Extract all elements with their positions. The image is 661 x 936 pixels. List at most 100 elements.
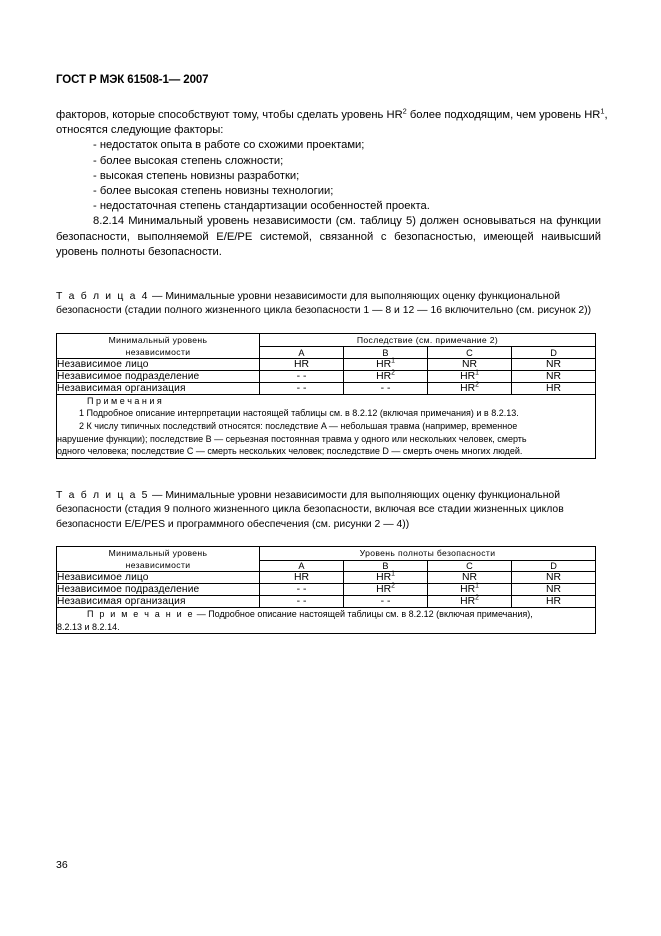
table4-row2-cell0: - - xyxy=(259,381,344,395)
table4-note-1: 1 Подробное описание интерпретации насто… xyxy=(79,408,519,419)
table5-row0-cell0: HR xyxy=(259,571,344,585)
cell-text: HR xyxy=(293,358,309,370)
table-row: Независимое лицо HR HR1 NR NR xyxy=(56,357,597,371)
cell-text: NR xyxy=(546,572,562,584)
table4-header-independence: Минимальный уровень независимости xyxy=(56,332,260,359)
table5-row2-cell0: - - xyxy=(259,595,344,609)
table5-note-line2: 8.2.13 и 8.2.14. xyxy=(57,621,120,632)
clause-8-2-14-text: 8.2.14 Минимальный уровень независимости… xyxy=(56,215,601,258)
cell-sup: 1 xyxy=(475,582,479,590)
table5-row1-cell2: HR1 xyxy=(427,582,512,597)
table4-caption: Т а б л и ц а 4 — Минимальные уровни нез… xyxy=(56,290,601,319)
table4-row1-cell2: HR1 xyxy=(427,369,512,383)
paragraph-factors-line2: относятся следующие факторы: xyxy=(56,124,224,137)
table5-note: П р и м е ч а н и е — Подробное описание… xyxy=(55,607,597,635)
table5-row1-cell3: NR xyxy=(510,583,597,597)
cell-text: NR xyxy=(546,358,562,370)
table4-row0-cell3: NR xyxy=(510,357,597,371)
table4-row2-cell2: HR2 xyxy=(427,381,512,395)
table5-row2-cell3: HR xyxy=(510,595,597,609)
paragraph-factors-text-b: более подходящим, чем уровень HR xyxy=(406,109,601,121)
table-row-header-letters: A B C D xyxy=(57,559,597,573)
table4-row0-cell2: NR xyxy=(427,357,512,371)
cell-text: - - xyxy=(380,596,391,608)
cell-text: HR xyxy=(460,596,476,608)
table4-notes-title: П р и м е ч а н и я xyxy=(87,395,162,406)
table5-col-d: D xyxy=(510,559,597,573)
table5-header-sil: Уровень полноты безопасности xyxy=(258,546,597,561)
cell-text: HR xyxy=(376,584,392,596)
table-row-header-letters: A B C D xyxy=(57,346,597,359)
table5-col-b: B xyxy=(343,559,428,573)
table4-note-2-line3: одного человека; последствие C — смерть … xyxy=(57,446,523,457)
table5-header-independence-l2: независимости xyxy=(125,560,191,571)
table5-caption-line3: и программного обеспечения (см. рисунки … xyxy=(167,518,410,530)
table-row: Независимое подразделение - - HR2 HR1 NR xyxy=(56,369,597,383)
table4-row2-cell3: HR xyxy=(510,381,597,395)
table4-row2-cell1: - - xyxy=(343,381,428,395)
table5-col-c: C xyxy=(427,559,512,573)
page-content: ГОСТ Р МЭК 61508-1— 2007 факторов, котор… xyxy=(55,74,608,635)
table-row: Независимое подразделение - - HR2 HR1 NR xyxy=(56,582,597,597)
running-header: ГОСТ Р МЭК 61508-1— 2007 xyxy=(56,74,209,86)
table4-header-independence-l2: независимости xyxy=(125,346,191,357)
cell-sup: 2 xyxy=(391,369,395,377)
list-item: - более высокая степень новизны технолог… xyxy=(93,185,334,198)
table4-caption-line1: — Минимальные уровни независимости для в… xyxy=(56,291,561,317)
paragraph-factors-text-c: , xyxy=(604,109,608,121)
paragraph-factors-text-a: факторов, которые способствуют тому, что… xyxy=(56,109,403,121)
table-row-header-group: Минимальный уровень независимости Послед… xyxy=(56,332,597,359)
cell-text: HR xyxy=(460,584,476,596)
table5-caption-line2: (стадия 9 полного жизненного цикла безоп… xyxy=(56,504,564,530)
cell-sup: 1 xyxy=(391,570,395,578)
hr-superscript-1: 1 xyxy=(600,106,605,116)
cell-text: HR xyxy=(293,572,309,584)
list-item: - высокая степень новизны разработки; xyxy=(93,169,300,182)
table-row-header-group: Минимальный уровень независимости Уровен… xyxy=(56,546,597,573)
cell-text: HR xyxy=(546,382,562,394)
table4-notes: П р и м е ч а н и я 1 Подробное описание… xyxy=(55,393,597,459)
table4-col-d: D xyxy=(510,346,597,359)
cell-sup: 1 xyxy=(391,357,395,365)
cell-text: HR xyxy=(376,370,392,382)
cell-text: - - xyxy=(380,382,391,394)
table5-note-title: П р и м е ч а н и е xyxy=(87,609,195,620)
cell-text: NR xyxy=(461,358,477,370)
table5-row0-cell3: NR xyxy=(510,571,597,585)
cell-text: HR xyxy=(460,370,476,382)
table-4: Минимальный уровень независимости Послед… xyxy=(55,332,597,459)
table-5: Минимальный уровень независимости Уровен… xyxy=(55,546,597,635)
table4-col-c: C xyxy=(427,346,512,359)
table5-row2-cell2: HR2 xyxy=(427,595,512,609)
table4-row0-label: Независимое лицо xyxy=(56,357,260,371)
table4-note-2-line1: 2 К числу типичных последствий относятся… xyxy=(79,421,518,432)
clause-8-2-14: 8.2.14 Минимальный уровень независимости… xyxy=(56,214,601,260)
page-number: 36 xyxy=(56,859,68,871)
table-row-notes: П р и м е ч а н и я 1 Подробное описание… xyxy=(55,393,597,459)
table-row: Независимая организация - - - - HR2 HR xyxy=(56,595,597,609)
table4-note-2-line2: нарушение функции); последствие B — серь… xyxy=(57,433,527,444)
hr-superscript-2: 2 xyxy=(402,106,407,116)
table4-row0-cell0: HR xyxy=(259,357,344,371)
table5-caption: Т а б л и ц а 5 — Минимальные уровни нез… xyxy=(56,489,601,532)
table5-row0-cell1: HR1 xyxy=(343,570,428,585)
factors-list: - недостаток опыта в работе со схожими п… xyxy=(56,138,601,214)
table5-row1-label: Независимое подразделение xyxy=(56,583,260,597)
list-item: - недостаток опыта в работе со схожими п… xyxy=(93,139,365,152)
list-item: - недостаточная степень стандартизации о… xyxy=(93,200,430,213)
cell-text: - - xyxy=(296,370,307,382)
table-row: Независимое лицо HR HR1 NR NR xyxy=(56,570,597,585)
cell-text: - - xyxy=(296,584,307,596)
table4-header-consequence: Последствие (см. примечание 2) xyxy=(258,332,597,348)
cell-sup: 1 xyxy=(475,369,479,377)
paragraph-factors: факторов, которые способствуют тому, что… xyxy=(56,106,608,138)
cell-text: HR xyxy=(460,382,476,394)
table4-row0-cell1: HR1 xyxy=(343,357,428,371)
table4-row1-cell1: HR2 xyxy=(343,369,428,383)
table5-row0-label: Независимое лицо xyxy=(56,571,260,585)
cell-text: NR xyxy=(461,572,477,584)
cell-text: - - xyxy=(296,382,307,394)
cell-text: NR xyxy=(546,584,562,596)
cell-text: HR xyxy=(546,596,562,608)
table5-caption-label: Т а б л и ц а 5 xyxy=(56,489,150,501)
